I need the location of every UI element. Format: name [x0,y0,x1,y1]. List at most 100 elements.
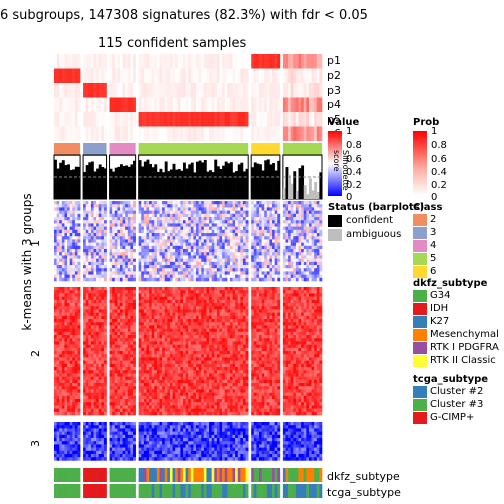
heatmap-cell [172,290,176,294]
membership-cell [211,68,215,83]
heatmap-cell [125,265,129,269]
heatmap-cell [177,207,181,211]
membership-cell [167,54,171,69]
heatmap-cell [90,319,94,323]
heatmap-cell [154,373,158,377]
silhouette-bar [190,162,194,199]
heatmap-cell [277,242,281,247]
heatmap-cell [222,255,226,259]
membership-cell [159,54,163,69]
membership-cell [93,97,97,112]
heatmap-cell [141,229,145,234]
membership-cell [219,126,223,141]
heatmap-cell [127,233,131,237]
heatmap-cell [203,229,207,234]
heatmap-cell [88,220,92,224]
heatmap-cell [206,258,210,263]
heatmap-cell [54,252,57,256]
heatmap-cell [177,367,181,371]
heatmap-cell [85,309,89,313]
heatmap-cell [74,223,78,227]
membership-cell [264,83,268,98]
heatmap-cell [169,213,173,218]
heatmap-cell [138,360,142,365]
heatmap-cell [175,223,179,227]
membership-cell [96,54,100,69]
heatmap-cell [122,296,126,301]
heatmap-cell [172,277,176,282]
heatmap-cell [54,201,57,205]
heatmap-cell [214,207,218,211]
heatmap-cell [119,236,123,240]
heatmap-cell [227,204,231,208]
membership-cell [261,112,265,127]
heatmap-cell [277,223,281,227]
heatmap-cell [130,271,134,275]
membership-cell [203,83,207,98]
heatmap-cell [103,376,107,381]
heatmap-cell [130,408,134,413]
heatmap-cell [272,223,275,227]
heatmap-cell [172,210,176,215]
heatmap-cell [127,319,131,323]
heatmap-cell [180,408,184,413]
heatmap-cell [175,296,179,301]
membership-cell [259,112,262,127]
membership-cell [138,83,142,98]
heatmap-cell [114,236,118,240]
heatmap-cell [56,392,60,397]
heatmap-cell [177,341,181,345]
heatmap-cell [256,236,260,240]
membership-cell [101,112,105,127]
membership-cell [151,83,155,98]
heatmap-cell [169,290,173,294]
heatmap-cell [308,210,312,215]
heatmap-cell [290,201,294,205]
heatmap-cell [308,277,312,282]
membership-cell [72,83,76,98]
heatmap-cell [237,201,241,205]
heatmap-cell [69,389,73,393]
heatmap-cell [164,213,168,218]
silhouette-bar [138,160,142,199]
membership-cell [156,112,160,127]
heatmap-cell [237,236,241,240]
heatmap-cell [172,255,176,259]
heatmap-cell [61,290,65,294]
heatmap-cell [311,271,315,275]
heatmap-cell [143,236,147,240]
heatmap-cell [119,287,123,291]
heatmap-cell [180,287,184,291]
heatmap-cell [117,315,121,320]
heatmap-cell [130,363,134,368]
heatmap-cell [177,306,181,310]
membership-cell [154,112,158,127]
heatmap-cell [282,277,286,282]
heatmap-cell [311,217,315,221]
membership-cell [314,83,318,98]
membership-cell [253,54,257,69]
membership-cell [282,83,286,98]
heatmap-cell [190,217,194,221]
membership-cell [196,126,199,141]
heatmap-cell [151,229,155,234]
heatmap-cell [138,239,142,243]
heatmap-cell [77,290,81,294]
heatmap-cell [101,242,105,247]
heatmap-cell [274,210,278,215]
heatmap-cell [122,242,126,247]
heatmap-cell [274,220,278,224]
heatmap-cell [101,363,105,368]
heatmap-cell [162,236,166,240]
heatmap-cell [56,383,60,387]
heatmap-cell [141,399,145,403]
heatmap-cell [266,204,270,208]
heatmap-cell [146,309,150,313]
heatmap-cell [177,210,181,215]
heatmap-cell [74,245,78,250]
membership-cell [229,83,233,98]
heatmap-cell [112,220,116,224]
heatmap-cell [169,210,173,215]
heatmap-cell [306,261,310,266]
heatmap-cell [274,249,278,253]
